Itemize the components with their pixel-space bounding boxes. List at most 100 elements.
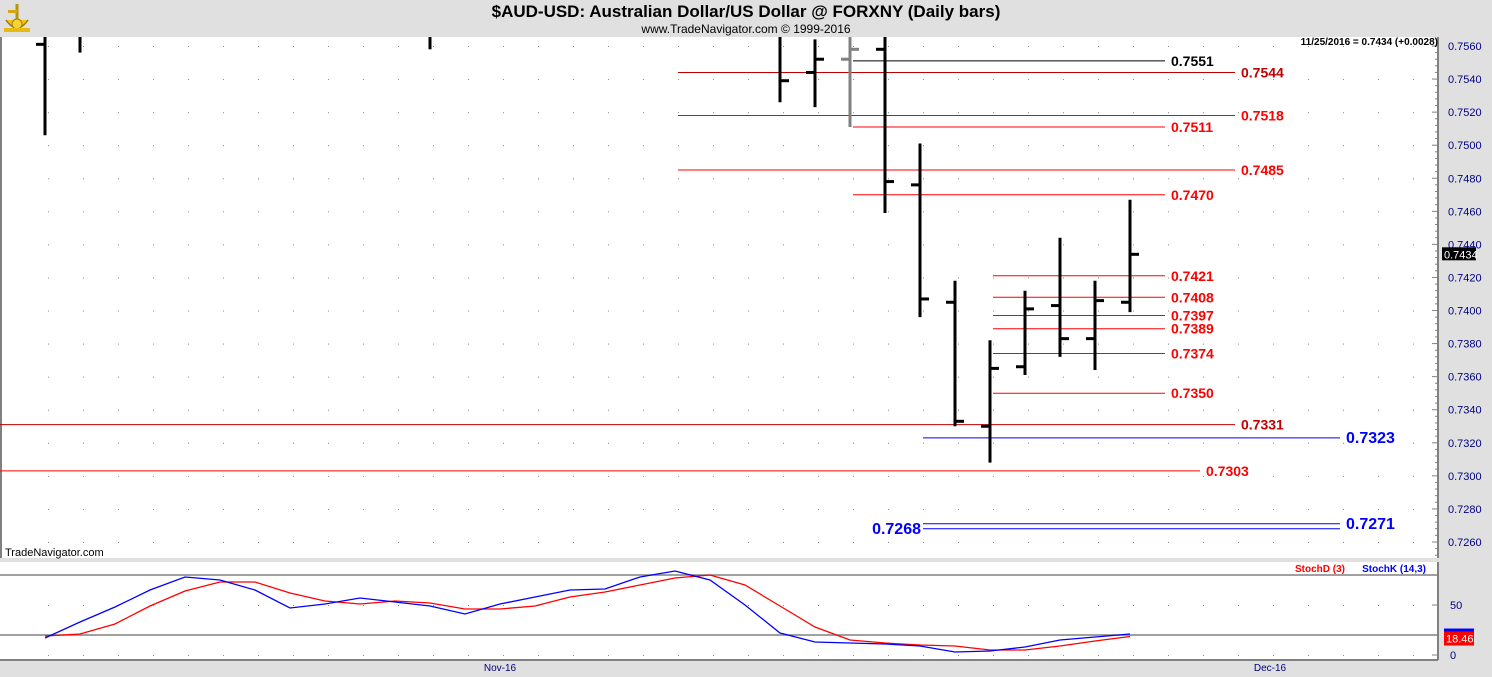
grid-dot <box>1238 605 1239 606</box>
grid-dot <box>1378 442 1379 444</box>
grid-dot <box>328 508 329 510</box>
grid-dot <box>1098 605 1099 606</box>
grid-dot <box>888 211 889 213</box>
grid-dot <box>258 112 259 114</box>
grid-dot <box>223 605 224 606</box>
grid-dot <box>1168 508 1169 510</box>
grid-dot <box>118 442 119 444</box>
grid-dot <box>1238 244 1239 246</box>
grid-dot <box>713 178 714 180</box>
grid-dot <box>1028 508 1029 510</box>
grid-dot <box>293 475 294 477</box>
grid-dot <box>433 277 434 279</box>
grid-dot <box>643 442 644 444</box>
grid-dot <box>1273 475 1274 477</box>
grid-dot <box>888 343 889 345</box>
grid-dot <box>608 541 609 543</box>
grid-dot <box>748 112 749 114</box>
grid-dot <box>48 178 49 180</box>
grid-dot <box>468 211 469 213</box>
grid-dot <box>433 409 434 411</box>
grid-dot <box>1343 178 1344 180</box>
y-tick-label: 0.7500 <box>1448 140 1482 152</box>
grid-dot <box>853 655 854 656</box>
level-label: 0.7544 <box>1241 64 1284 80</box>
grid-dot <box>398 46 399 47</box>
grid-dot <box>398 112 399 114</box>
grid-dot <box>1238 112 1239 114</box>
level-label: 0.7389 <box>1171 321 1214 337</box>
grid-dot <box>888 409 889 411</box>
grid-dot <box>573 79 574 81</box>
grid-dot <box>328 376 329 378</box>
grid-dot <box>748 409 749 411</box>
grid-dot <box>363 376 364 378</box>
grid-dot <box>678 244 679 246</box>
grid-dot <box>1413 178 1414 180</box>
grid-dot <box>1238 310 1239 312</box>
grid-dot <box>713 145 714 147</box>
grid-dot <box>1308 46 1309 47</box>
grid-dot <box>678 46 679 47</box>
grid-dot <box>958 409 959 411</box>
grid-dot <box>1413 605 1414 606</box>
grid-dot <box>818 79 819 81</box>
grid-dot <box>573 442 574 444</box>
grid-dot <box>993 277 994 279</box>
grid-dot <box>573 655 574 656</box>
grid-dot <box>923 343 924 345</box>
grid-dot <box>1098 79 1099 81</box>
grid-dot <box>1098 211 1099 213</box>
grid-dot <box>678 211 679 213</box>
grid-dot <box>1378 376 1379 378</box>
grid-dot <box>48 376 49 378</box>
grid-dot <box>153 442 154 444</box>
grid-dot <box>1308 178 1309 180</box>
grid-dot <box>153 475 154 477</box>
grid-dot <box>1308 605 1309 606</box>
grid-dot <box>468 178 469 180</box>
grid-dot <box>503 409 504 411</box>
grid-dot <box>783 442 784 444</box>
grid-dot <box>573 112 574 114</box>
grid-dot <box>223 343 224 345</box>
grid-dot <box>1343 277 1344 279</box>
grid-dot <box>1238 376 1239 378</box>
grid-dot <box>853 145 854 147</box>
grid-dot <box>1378 46 1379 47</box>
grid-dot <box>1028 442 1029 444</box>
grid-dot <box>748 376 749 378</box>
grid-dot <box>433 541 434 543</box>
grid-dot <box>888 112 889 114</box>
grid-dot <box>363 541 364 543</box>
grid-dot <box>1098 145 1099 147</box>
grid-dot <box>573 46 574 47</box>
level-label: 0.7374 <box>1171 346 1214 362</box>
grid-dot <box>503 178 504 180</box>
grid-dot <box>1343 376 1344 378</box>
grid-dot <box>1308 508 1309 510</box>
grid-dot <box>1273 655 1274 656</box>
grid-dot <box>1133 409 1134 411</box>
grid-dot <box>153 541 154 543</box>
grid-dot <box>118 655 119 656</box>
grid-dot <box>1238 46 1239 47</box>
grid-dot <box>48 442 49 444</box>
grid-dot <box>853 343 854 345</box>
grid-dot <box>1028 79 1029 81</box>
grid-dot <box>363 655 364 656</box>
grid-dot <box>468 112 469 114</box>
grid-dot <box>328 409 329 411</box>
grid-dot <box>433 145 434 147</box>
grid-dot <box>1273 178 1274 180</box>
grid-dot <box>1168 442 1169 444</box>
grid-dot <box>1378 655 1379 656</box>
grid-dot <box>153 46 154 47</box>
grid-dot <box>48 79 49 81</box>
grid-dot <box>363 343 364 345</box>
grid-dot <box>1308 277 1309 279</box>
grid-dot <box>153 79 154 81</box>
grid-dot <box>713 508 714 510</box>
level-label: 0.7331 <box>1241 417 1284 433</box>
